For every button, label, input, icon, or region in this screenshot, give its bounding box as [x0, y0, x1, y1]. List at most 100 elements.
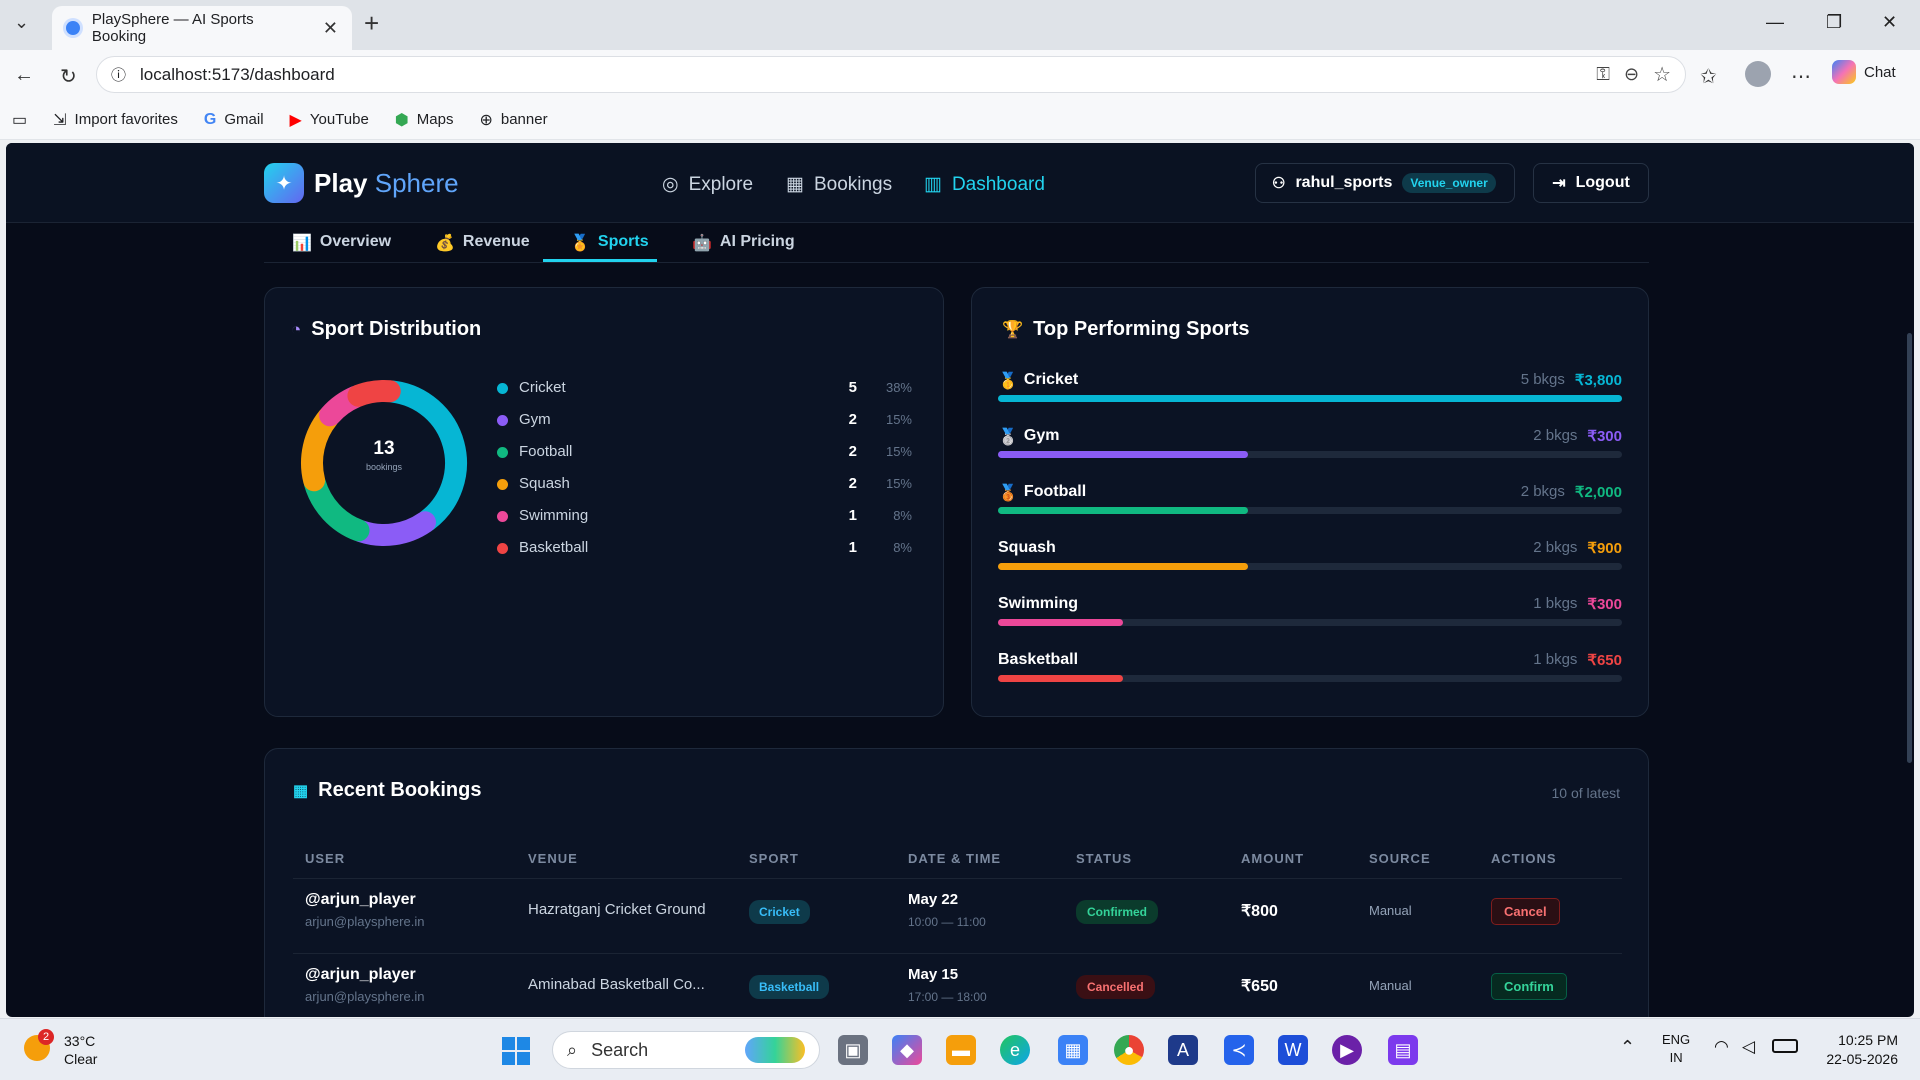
tab-list-button[interactable]: ⌄ [14, 12, 30, 32]
favorites-icon[interactable]: ✩ [1700, 66, 1717, 88]
row-source: Manual [1369, 903, 1412, 918]
weather-widget[interactable]: 2 33°C Clear [24, 1029, 144, 1071]
top-sport-name: Basketball [998, 651, 1079, 668]
row-time: 17:00 — 18:00 [908, 990, 987, 1004]
legend-item: Swimming 1 8% [497, 506, 917, 526]
top-sport-bookings: 1 bkgs [1533, 595, 1578, 612]
key-icon[interactable]: ⚿ [1596, 64, 1610, 84]
legend-pct: 15% [885, 444, 912, 459]
medal-icon: 🥈 [998, 429, 1018, 446]
chrome-icon[interactable]: ● [1114, 1035, 1144, 1065]
legend-count: 1 [848, 507, 857, 524]
bookmark-maps[interactable]: ⬢ Maps [394, 111, 454, 129]
tab-overview[interactable]: 📊 Overview [292, 233, 392, 252]
store-icon[interactable]: ▦ [1058, 1035, 1088, 1065]
legend-name: Basketball [519, 539, 589, 556]
page-scrollbar[interactable] [1907, 333, 1912, 763]
browser-tab-active[interactable]: PlaySphere — AI Sports Booking ✕ [52, 6, 352, 50]
donut-total-label: bookings [365, 462, 403, 472]
legend-item: Football 2 15% [497, 442, 917, 462]
url-text[interactable]: localhost:5173/dashboard [140, 64, 335, 84]
legend-count: 2 [848, 443, 857, 460]
top-sport-row: 🥇 Cricket 5 bkgs ₹3,800 [998, 371, 1622, 411]
media-player-icon[interactable]: ▶ [1332, 1035, 1362, 1065]
word-icon[interactable]: W [1278, 1035, 1308, 1065]
clipchamp-icon[interactable]: ▤ [1388, 1035, 1418, 1065]
new-tab-button[interactable]: + [364, 8, 380, 38]
sparkle-logo-icon[interactable]: ✦ [264, 163, 304, 203]
bookmark-banner[interactable]: ⊕ banner [479, 111, 548, 129]
site-info-icon[interactable]: ⓘ [111, 67, 127, 84]
file-explorer-icon[interactable]: ▬ [946, 1035, 976, 1065]
legend-pct: 15% [885, 412, 912, 427]
donut-slice-gym[interactable] [350, 511, 436, 546]
clock-time: 10:25 PM [1838, 1032, 1898, 1048]
nav-bookings[interactable]: ▦ Bookings [786, 173, 893, 196]
col-header-user: USER [305, 851, 346, 866]
top-sport-bookings: 1 bkgs [1533, 651, 1578, 668]
task-view-icon[interactable]: ▣ [838, 1035, 868, 1065]
col-header-sport: SPORT [749, 851, 799, 866]
row-user[interactable]: @arjun_player [305, 891, 416, 908]
pie-chart-icon: ◔ [291, 319, 302, 339]
username: rahul_sports [1295, 174, 1393, 191]
row-user[interactable]: @arjun_player [305, 966, 416, 983]
confirm-button[interactable]: Confirm [1491, 973, 1567, 1000]
progress-track [998, 563, 1622, 570]
bookmark-gmail[interactable]: G Gmail [203, 110, 264, 129]
top-sport-name-wrap: 🥈 Gym [998, 427, 1060, 447]
tray-overflow-icon[interactable]: ⌃ [1620, 1037, 1636, 1057]
start-button[interactable] [502, 1037, 530, 1065]
battery-icon[interactable] [1772, 1039, 1798, 1053]
donut-total: 13 [373, 438, 395, 459]
user-menu[interactable]: ⚇ rahul_sports Venue_owner [1255, 163, 1515, 203]
donut-slice-football[interactable] [303, 472, 370, 542]
copilot-chat-button[interactable]: Chat [1832, 60, 1896, 84]
copilot-app-icon[interactable]: ◆ [892, 1035, 922, 1065]
tab-ai-pricing[interactable]: 🤖 AI Pricing [692, 233, 795, 252]
back-icon[interactable]: ← [14, 64, 34, 86]
favorite-star-icon[interactable]: ☆ [1653, 64, 1671, 86]
col-header-datetime: DATE & TIME [908, 851, 1002, 866]
minimize-button[interactable]: — [1766, 12, 1784, 32]
zoom-icon[interactable]: ⊖ [1623, 64, 1640, 84]
clock[interactable]: 10:25 PM 22-05-2026 [1818, 1031, 1898, 1069]
tab-sports[interactable]: 🏅 Sports [570, 233, 649, 252]
app-viewport: ✦ Play Sphere ◎ Explore ▦ Bookings ▥ Dashbo… [6, 143, 1914, 1017]
wifi-icon[interactable]: ◠ [1714, 1037, 1729, 1056]
tab-close-icon[interactable]: ✕ [322, 17, 338, 38]
brand-logo[interactable]: Play Sphere [314, 168, 459, 198]
vscode-icon[interactable]: ≺ [1224, 1035, 1254, 1065]
row-amount: ₹650 [1241, 978, 1278, 995]
nav-explore[interactable]: ◎ Explore [662, 173, 754, 196]
profile-avatar[interactable] [1745, 61, 1771, 87]
nav-dashboard[interactable]: ▥ Dashboard [924, 173, 1045, 196]
cancel-button[interactable]: Cancel [1491, 898, 1560, 925]
progress-track [998, 507, 1622, 514]
restore-button[interactable]: ❐ [1826, 12, 1843, 32]
app-a-icon[interactable]: A [1168, 1035, 1198, 1065]
taskbar-search[interactable]: ⌕ Search [552, 1031, 820, 1069]
bookmark-import-favorites[interactable]: ⇲ Import favorites [53, 111, 178, 129]
top-sport-stats: 5 bkgs ₹3,800 [1521, 371, 1622, 389]
logout-button[interactable]: ⇥ Logout [1533, 163, 1649, 203]
reading-list-icon[interactable]: ▭ [12, 111, 28, 129]
address-bar[interactable]: ⓘ localhost:5173/dashboard ⚿ ⊖ ☆ [96, 56, 1686, 93]
maps-icon: ⬢ [394, 111, 409, 129]
recent-bookings-card: ▦ Recent Bookings 10 of latest USER VENU… [264, 748, 1649, 1017]
language-indicator[interactable]: ENG IN [1662, 1032, 1691, 1065]
more-icon[interactable]: ⋯ [1791, 66, 1811, 88]
donut-slice-basketball[interactable] [347, 380, 401, 407]
volume-icon[interactable]: ◁ [1742, 1037, 1756, 1056]
donut-slice-cricket[interactable] [381, 380, 467, 532]
close-window-button[interactable]: ✕ [1882, 12, 1898, 32]
progress-fill [998, 395, 1622, 402]
sport-distribution-card: ◔ Sport Distribution 13 bookings Cricket… [264, 287, 944, 717]
role-badge: Venue_owner [1402, 173, 1496, 193]
edge-browser-icon[interactable]: e [1000, 1035, 1030, 1065]
bookmark-youtube[interactable]: ▶ YouTube [289, 111, 369, 129]
row-venue: Hazratganj Cricket Ground [528, 901, 706, 918]
reload-icon[interactable]: ↻ [60, 66, 77, 88]
top-sport-amount: ₹900 [1587, 540, 1622, 557]
tab-revenue[interactable]: 💰 Revenue [435, 233, 530, 252]
